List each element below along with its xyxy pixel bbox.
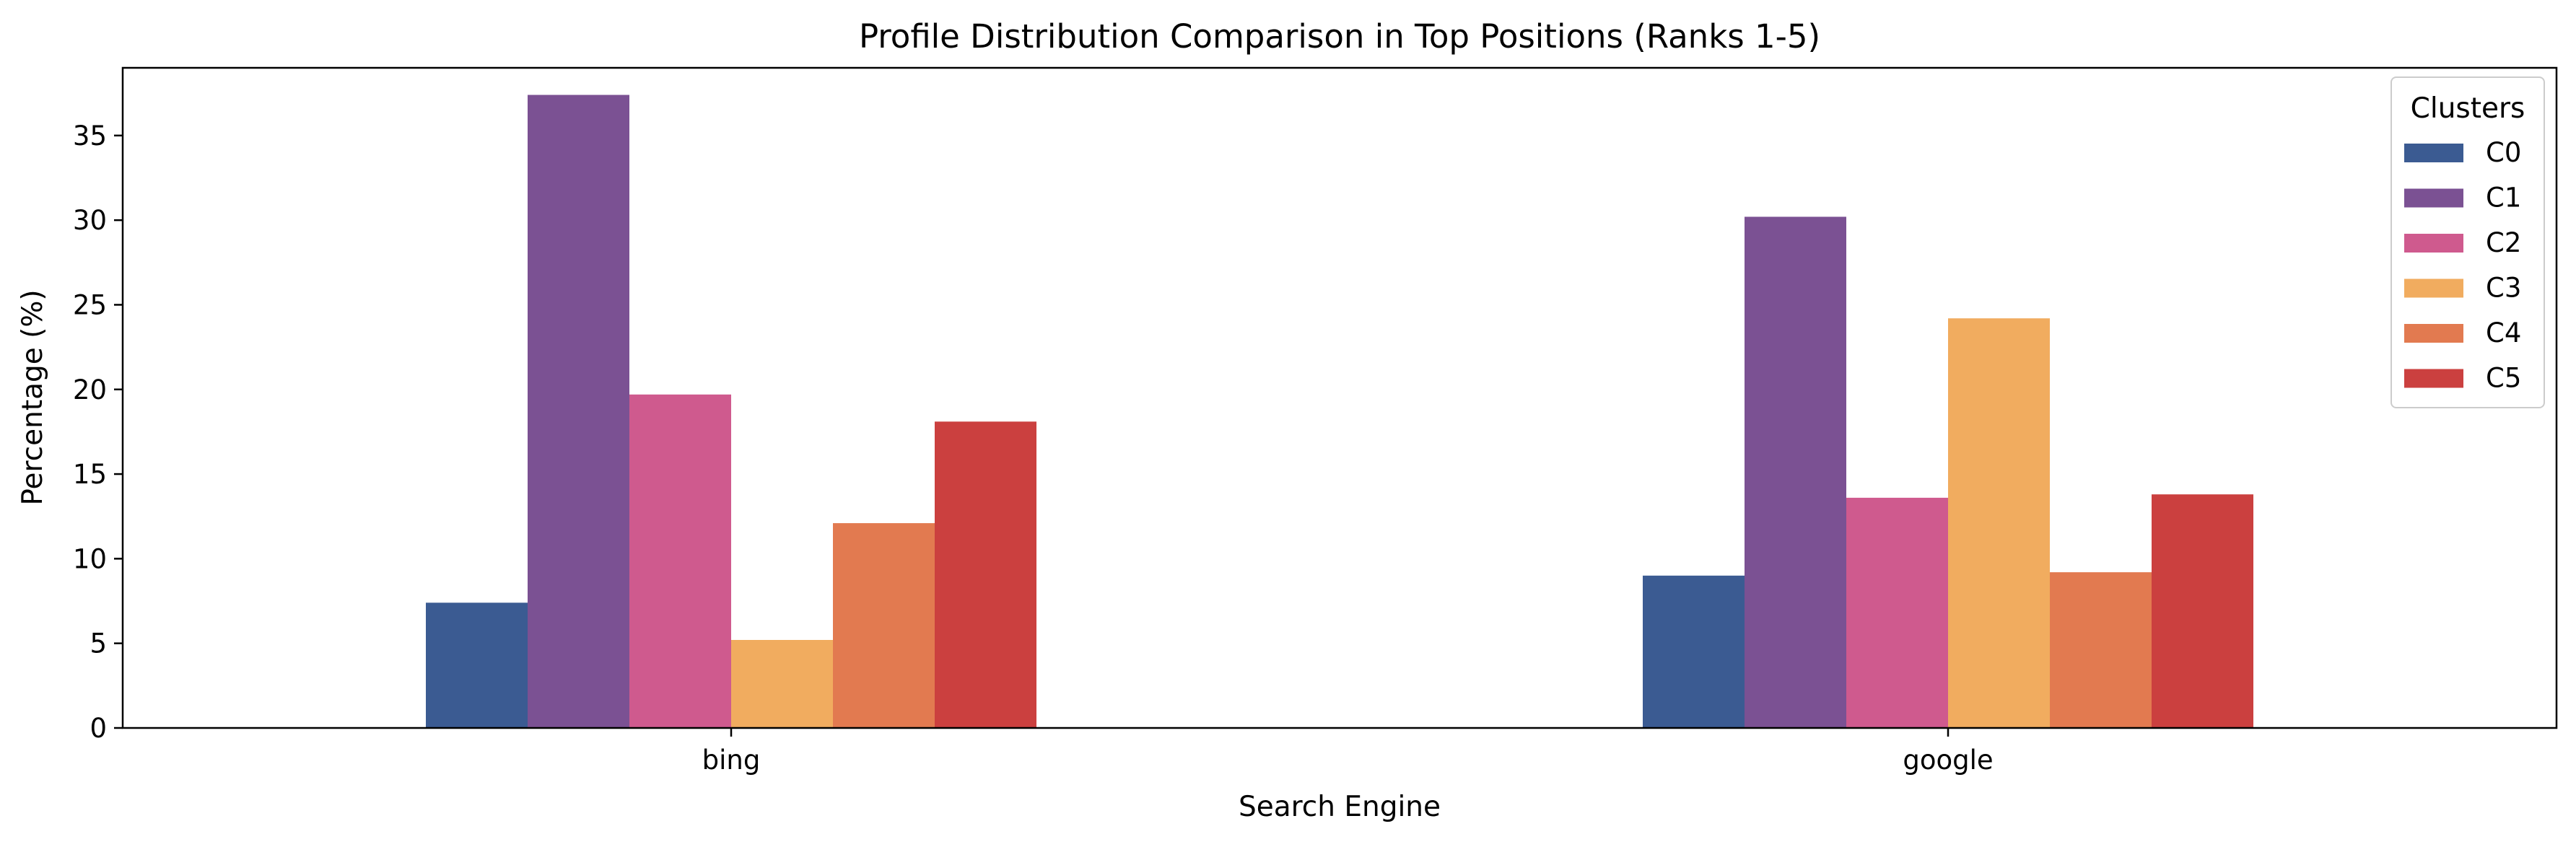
legend-swatch-c3	[2404, 278, 2463, 298]
legend-label-c3: C3	[2486, 273, 2521, 304]
legend-label-c5: C5	[2486, 363, 2521, 394]
x-axis: bing google	[702, 728, 1994, 776]
legend-swatch-c1	[2404, 188, 2463, 208]
bar-c0-bing	[426, 602, 528, 728]
legend-label-c1: C1	[2486, 183, 2521, 214]
y-tick-label: 0	[89, 713, 107, 744]
bars-group	[426, 95, 2253, 729]
x-tick-label-google: google	[1903, 745, 1993, 776]
y-tick-label: 15	[73, 459, 107, 490]
legend-swatch-c0	[2404, 144, 2463, 162]
x-tick-label-bing: bing	[702, 745, 761, 776]
bar-c5-google	[2152, 494, 2253, 728]
plot-frame	[121, 66, 2558, 729]
bar-c4-bing	[833, 523, 935, 728]
legend-title: Clusters	[2411, 92, 2525, 125]
bar-c5-bing	[935, 421, 1036, 728]
bar-c4-google	[2050, 572, 2152, 728]
bar-c0-google	[1643, 575, 1745, 728]
legend-label-c2: C2	[2486, 227, 2521, 258]
legend-swatch-c5	[2404, 369, 2463, 388]
y-tick-label: 5	[89, 628, 107, 659]
legend-swatch-c4	[2404, 324, 2463, 343]
chart-title: Profile Distribution Comparison in Top P…	[859, 17, 1820, 56]
bar-c3-google	[1948, 318, 2050, 728]
y-tick-label: 30	[73, 205, 107, 236]
y-tick-label: 10	[73, 543, 107, 574]
y-axis: 0 5 10 15 20 25 30 35	[73, 120, 123, 744]
legend-label-c4: C4	[2486, 317, 2521, 348]
y-tick-label: 20	[73, 374, 107, 405]
bar-c3-bing	[731, 640, 833, 728]
bar-c1-bing	[528, 95, 629, 729]
legend-items: C0 C1 C2 C3 C4 C5	[2404, 137, 2521, 394]
y-tick-label: 25	[73, 289, 107, 320]
legend: Clusters C0 C1 C2 C3 C4 C5	[2391, 76, 2545, 408]
y-axis-label: Percentage (%)	[17, 289, 49, 505]
legend-label-c0: C0	[2486, 137, 2521, 168]
x-axis-label: Search Engine	[1239, 791, 1441, 823]
bar-c2-google	[1846, 497, 1948, 728]
bar-c2-bing	[629, 394, 731, 728]
legend-swatch-c2	[2404, 234, 2463, 253]
bar-c1-google	[1745, 216, 1846, 728]
y-tick-label: 35	[73, 120, 107, 152]
